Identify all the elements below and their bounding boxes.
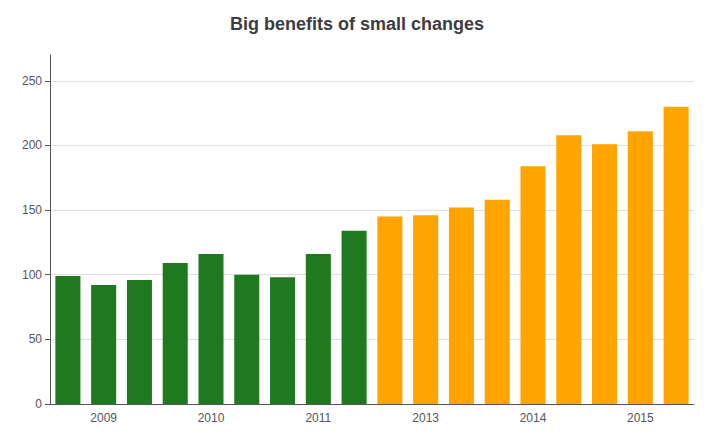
svg-text:2010: 2010: [198, 411, 225, 425]
svg-text:2009: 2009: [90, 411, 117, 425]
svg-text:250: 250: [22, 74, 42, 88]
svg-text:2011: 2011: [305, 411, 331, 425]
svg-text:2014: 2014: [520, 411, 547, 425]
svg-text:150: 150: [22, 203, 42, 217]
svg-text:2015: 2015: [627, 411, 654, 425]
svg-text:200: 200: [22, 138, 42, 152]
svg-text:50: 50: [29, 332, 43, 346]
svg-text:100: 100: [22, 268, 42, 282]
svg-text:0: 0: [35, 397, 42, 411]
svg-text:Big benefits of small changes: Big benefits of small changes: [230, 14, 484, 34]
svg-text:2013: 2013: [412, 411, 439, 425]
